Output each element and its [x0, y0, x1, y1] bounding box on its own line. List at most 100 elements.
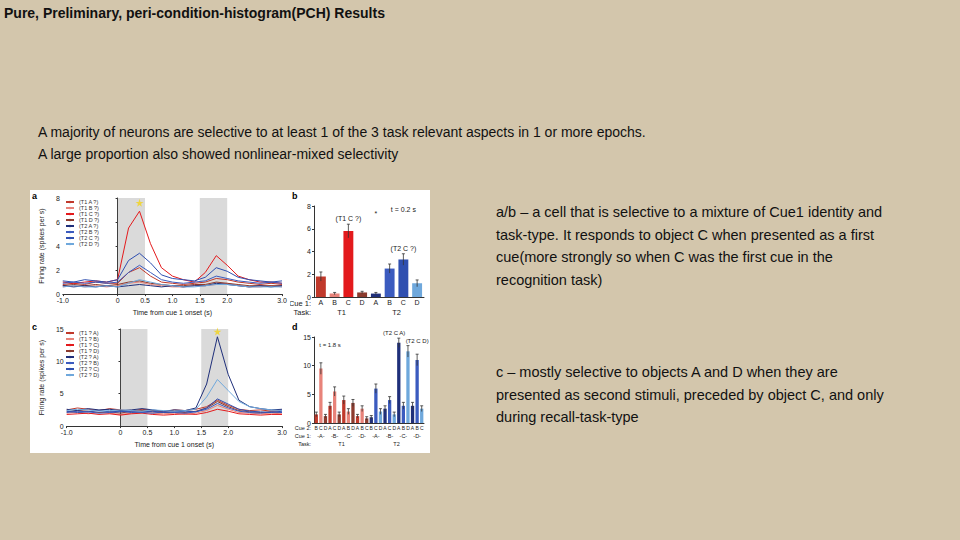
svg-text:6: 6 — [307, 225, 311, 232]
svg-text:15: 15 — [56, 326, 64, 333]
svg-text:10: 10 — [303, 362, 311, 369]
svg-text:8: 8 — [56, 195, 60, 202]
svg-text:0.5: 0.5 — [140, 297, 150, 304]
svg-text:(T2 ? D): (T2 ? D) — [79, 372, 99, 378]
svg-text:2.0: 2.0 — [223, 429, 233, 436]
svg-text:0.5: 0.5 — [143, 429, 153, 436]
svg-text:2.0: 2.0 — [222, 297, 232, 304]
html-text:A majority of neurons are sele: A majority of neurons are selective to a… — [38, 124, 646, 140]
svg-text:A: A — [342, 425, 346, 431]
svg-text:10: 10 — [56, 358, 64, 365]
svg-text:1.5: 1.5 — [196, 429, 206, 436]
svg-text:Firing rate (spikes per s): Firing rate (spikes per s) — [38, 208, 46, 283]
svg-text:-C-: -C- — [400, 433, 408, 439]
html-text:A large proportion also showed: A large proportion also showed nonlinear… — [38, 146, 399, 162]
svg-text:-D-: -D- — [358, 433, 366, 439]
svg-text:6: 6 — [56, 219, 60, 226]
svg-text:0: 0 — [119, 429, 123, 436]
svg-text:8: 8 — [307, 203, 311, 210]
svg-text:A: A — [397, 425, 401, 431]
svg-text:B: B — [370, 425, 374, 431]
svg-text:Task:: Task: — [298, 441, 311, 447]
svg-text:Time from cue 1 onset (s): Time from cue 1 onset (s) — [133, 309, 213, 317]
svg-text:-D-: -D- — [413, 433, 421, 439]
svg-text:1.5: 1.5 — [195, 297, 205, 304]
svg-text:t = 0.2 s: t = 0.2 s — [391, 206, 417, 213]
svg-text:D: D — [337, 425, 341, 431]
svg-text:D: D — [360, 299, 365, 306]
svg-text:C: C — [333, 425, 337, 431]
svg-text:1.0: 1.0 — [168, 297, 178, 304]
svg-text:-B-: -B- — [331, 433, 339, 439]
svg-text:C: C — [374, 425, 378, 431]
svg-text:a: a — [32, 191, 38, 201]
svg-text:D: D — [324, 425, 328, 431]
svg-text:C: C — [420, 425, 424, 431]
svg-text:B: B — [387, 299, 392, 306]
svg-text:Cue 1:: Cue 1: — [295, 433, 312, 439]
svg-text:A: A — [411, 425, 415, 431]
svg-text:B: B — [332, 299, 337, 306]
svg-text:C: C — [401, 299, 406, 306]
svg-text:b: b — [292, 191, 298, 201]
svg-text:3.0: 3.0 — [277, 429, 287, 436]
svg-text:A: A — [356, 425, 360, 431]
svg-text:D: D — [379, 425, 383, 431]
svg-text:-C-: -C- — [345, 433, 353, 439]
svg-text:A: A — [383, 425, 387, 431]
svg-text:A: A — [328, 425, 332, 431]
svg-text:D: D — [406, 425, 410, 431]
svg-text:B: B — [402, 425, 406, 431]
svg-text:T2: T2 — [392, 308, 401, 317]
svg-text:-B-: -B- — [386, 433, 394, 439]
svg-text:*: * — [375, 210, 378, 217]
svg-text:T1: T1 — [338, 441, 344, 447]
svg-text:5: 5 — [60, 390, 64, 397]
svg-text:-1.0: -1.0 — [61, 429, 73, 436]
svg-text:-A-: -A- — [317, 433, 325, 439]
svg-text:4: 4 — [307, 248, 311, 255]
svg-text:C: C — [319, 425, 323, 431]
svg-text:C: C — [388, 425, 392, 431]
svg-text:-A-: -A- — [372, 433, 380, 439]
svg-text:15: 15 — [303, 334, 311, 341]
svg-text:D: D — [392, 425, 396, 431]
svg-text:2: 2 — [307, 271, 311, 278]
svg-text:2: 2 — [56, 267, 60, 274]
svg-text:D: D — [351, 425, 355, 431]
svg-text:D: D — [415, 299, 420, 306]
svg-text:5: 5 — [307, 391, 311, 398]
html-text:task-type. It responds to obje: task-type. It responds to object C when … — [496, 226, 874, 243]
svg-text:A: A — [319, 299, 324, 306]
svg-text:B: B — [315, 425, 319, 431]
svg-text:T1: T1 — [337, 308, 346, 317]
svg-text:4: 4 — [56, 243, 60, 250]
svg-text:-1.0: -1.0 — [57, 297, 69, 304]
svg-text:1.0: 1.0 — [169, 429, 179, 436]
svg-text:B: B — [415, 425, 419, 431]
svg-text:A: A — [374, 299, 379, 306]
svg-text:C: C — [365, 425, 369, 431]
svg-text:0: 0 — [307, 294, 311, 301]
svg-text:B: B — [347, 425, 351, 431]
svg-text:(T2 C A): (T2 C A) — [383, 330, 405, 336]
svg-text:d: d — [292, 322, 298, 332]
html-text:Pure, Preliminary, peri-condit: Pure, Preliminary, peri-condition-histog… — [4, 5, 385, 21]
svg-text:(T2 D ?): (T2 D ?) — [79, 241, 99, 247]
html-text:recognition task): recognition task) — [496, 271, 603, 288]
svg-text:0: 0 — [116, 297, 120, 304]
html-text:presented as second stimuli, p: presented as second stimuli, preceded by… — [496, 386, 884, 403]
svg-text:0: 0 — [307, 420, 311, 427]
svg-text:(T1 C ?): (T1 C ?) — [336, 215, 362, 223]
svg-text:C: C — [346, 299, 351, 306]
svg-text:c: c — [32, 322, 37, 332]
svg-text:Firing rate (spikes per s): Firing rate (spikes per s) — [38, 340, 46, 415]
svg-text:(T2 C D): (T2 C D) — [406, 338, 429, 344]
svg-text:t = 1.8 s: t = 1.8 s — [319, 342, 341, 348]
svg-text:Time from cue 1 onset (s): Time from cue 1 onset (s) — [135, 441, 215, 449]
svg-text:(T2 C ?): (T2 C ?) — [391, 245, 417, 253]
svg-text:B: B — [360, 425, 364, 431]
svg-text:T2: T2 — [393, 441, 399, 447]
svg-text:Task:: Task: — [293, 308, 311, 317]
svg-text:3.0: 3.0 — [277, 297, 287, 304]
